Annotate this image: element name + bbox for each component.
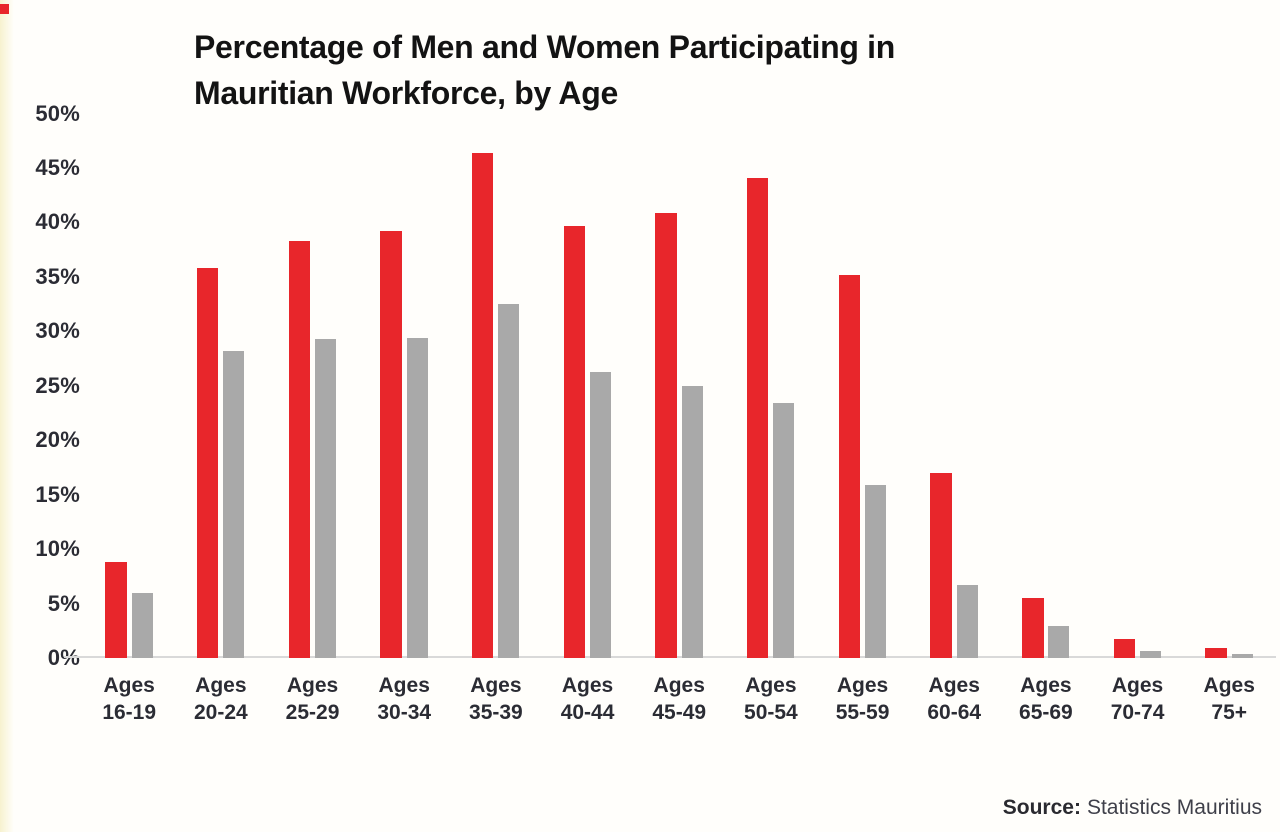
chart-title-line2: Mauritian Workforce, by Age — [194, 75, 618, 111]
bar-women-ages-35-39 — [498, 304, 520, 658]
bar-women-ages-75plus — [1231, 653, 1253, 658]
bar-men-ages-60-64 — [930, 472, 952, 658]
bar-men-ages-25-29 — [288, 240, 311, 658]
x-label-range: 65-69 — [1019, 701, 1073, 724]
x-label-ages-35-39: Ages 35-39 — [450, 672, 542, 726]
bar-women-ages-50-54 — [773, 403, 795, 658]
y-tick-15: 15% — [35, 481, 80, 507]
x-label-prefix: Ages — [561, 674, 614, 697]
x-label-ages-50-54: Ages 50-54 — [725, 672, 817, 726]
bar-men-ages-65-69 — [1022, 598, 1044, 658]
x-label-prefix: Ages — [1111, 674, 1164, 697]
y-tick-40: 40% — [35, 209, 80, 235]
source-label: Source: — [1002, 796, 1081, 819]
x-label-range: 16-19 — [102, 701, 157, 724]
x-label-ages-45-49: Ages 45-49 — [633, 672, 725, 726]
x-label-ages-55-59: Ages 55-59 — [817, 672, 909, 726]
x-label-range: 35-39 — [469, 701, 523, 724]
x-label-prefix: Ages — [470, 674, 522, 697]
x-label-range: 20-24 — [194, 701, 248, 724]
x-label-range: 60-64 — [927, 701, 982, 724]
x-label-ages-16-19: Ages 16-19 — [83, 672, 175, 726]
x-label-ages-40-44: Ages 40-44 — [542, 672, 634, 726]
y-tick-35: 35% — [35, 263, 80, 289]
source-note: Source: Statistics Mauritius — [1003, 796, 1262, 820]
y-tick-25: 25% — [35, 372, 80, 398]
x-label-prefix: Ages — [928, 674, 980, 697]
bar-women-ages-30-34 — [406, 337, 428, 658]
x-label-prefix: Ages — [1020, 674, 1072, 697]
corner-red-mark — [0, 4, 9, 14]
x-label-ages-25-29: Ages 25-29 — [267, 672, 359, 726]
x-label-range: 55-59 — [835, 701, 890, 724]
y-axis: 0% 5% 10% 15% 20% 25% 30% 35% 40% 45% 50% — [0, 0, 80, 832]
y-tick-50: 50% — [35, 100, 80, 126]
x-label-range: 70-74 — [1110, 701, 1165, 724]
x-label-range: 25-29 — [285, 701, 340, 724]
x-label-ages-30-34: Ages 30-34 — [358, 672, 450, 726]
left-edge-band — [0, 0, 14, 832]
x-label-range: 75+ — [1211, 701, 1248, 724]
y-tick-10: 10% — [35, 536, 80, 562]
x-label-prefix: Ages — [103, 674, 155, 697]
bar-women-ages-16-19 — [131, 592, 153, 658]
bar-men-ages-55-59 — [838, 274, 861, 658]
bar-men-ages-30-34 — [380, 231, 402, 658]
bar-men-ages-20-24 — [196, 268, 219, 658]
y-tick-30: 30% — [35, 318, 80, 344]
bar-women-ages-70-74 — [1139, 651, 1161, 658]
source-text: Statistics Mauritius — [1086, 796, 1262, 819]
bar-men-ages-45-49 — [655, 212, 677, 658]
bar-men-ages-16-19 — [105, 562, 127, 658]
x-label-ages-70-74: Ages 70-74 — [1092, 672, 1184, 726]
x-label-prefix: Ages — [653, 674, 705, 697]
x-label-prefix: Ages — [195, 674, 247, 697]
x-label-prefix: Ages — [836, 674, 889, 697]
x-label-prefix: Ages — [1203, 674, 1255, 697]
bar-women-ages-40-44 — [589, 371, 611, 658]
x-label-prefix: Ages — [745, 674, 797, 697]
bar-men-ages-35-39 — [471, 152, 494, 658]
x-label-range: 30-34 — [377, 701, 432, 724]
bar-women-ages-20-24 — [223, 350, 245, 658]
bar-men-ages-40-44 — [563, 225, 586, 658]
y-tick-45: 45% — [35, 154, 80, 180]
x-label-ages-60-64: Ages 60-64 — [908, 672, 1000, 726]
chart-title-line1: Percentage of Men and Women Participatin… — [194, 29, 895, 65]
bar-men-ages-75plus — [1205, 648, 1227, 658]
x-label-ages-20-24: Ages 20-24 — [175, 672, 267, 726]
bar-women-ages-65-69 — [1048, 626, 1070, 658]
chart-title: Percentage of Men and Women Participatin… — [194, 24, 895, 116]
bar-women-ages-25-29 — [314, 338, 336, 658]
y-tick-5: 5% — [47, 590, 80, 616]
x-label-prefix: Ages — [286, 674, 339, 697]
bar-men-ages-50-54 — [746, 177, 769, 658]
bar-women-ages-60-64 — [956, 585, 978, 658]
x-label-range: 40-44 — [560, 701, 615, 724]
x-label-range: 50-54 — [744, 701, 798, 724]
y-tick-20: 20% — [35, 427, 80, 453]
x-label-range: 45-49 — [652, 701, 707, 724]
bar-women-ages-55-59 — [864, 484, 886, 658]
bar-men-ages-70-74 — [1113, 639, 1136, 658]
x-label-prefix: Ages — [378, 674, 430, 697]
bar-women-ages-45-49 — [681, 385, 703, 658]
x-label-ages-65-69: Ages 65-69 — [1000, 672, 1092, 726]
x-label-ages-75plus: Ages 75+ — [1183, 672, 1275, 726]
